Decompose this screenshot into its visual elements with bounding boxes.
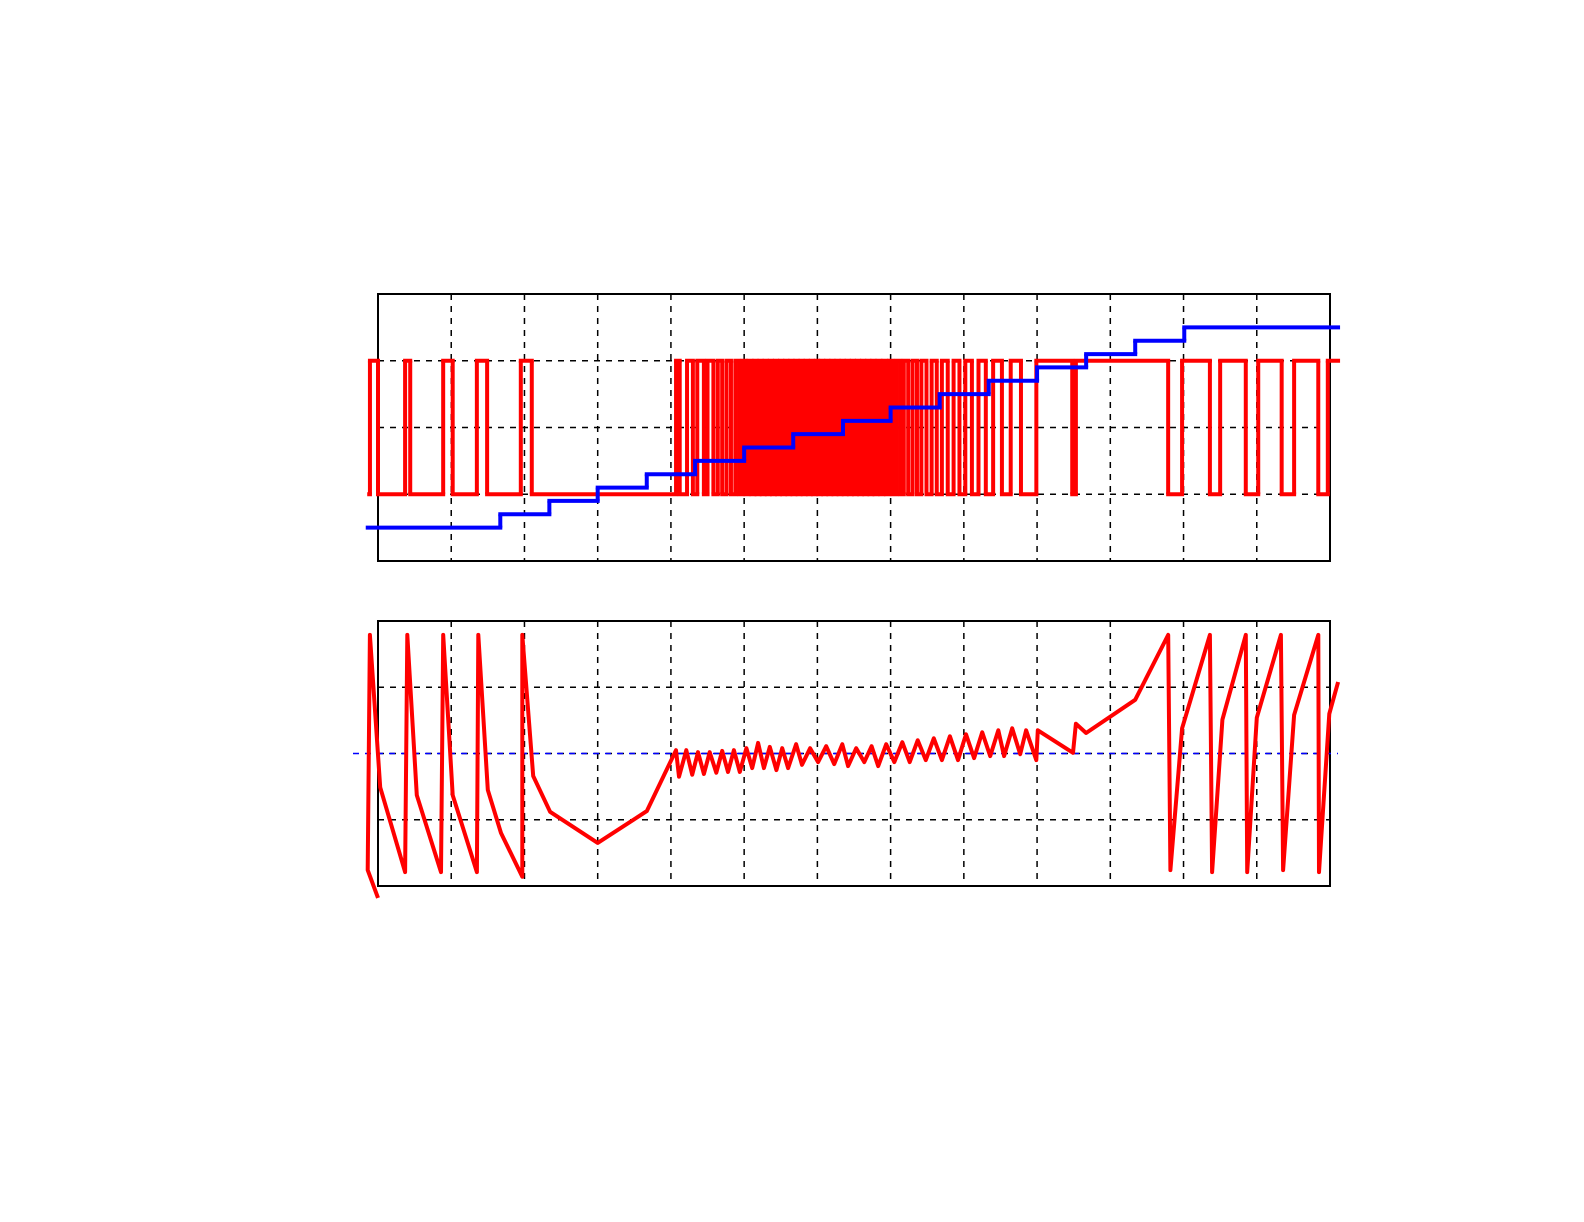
data-line <box>365 632 1341 899</box>
